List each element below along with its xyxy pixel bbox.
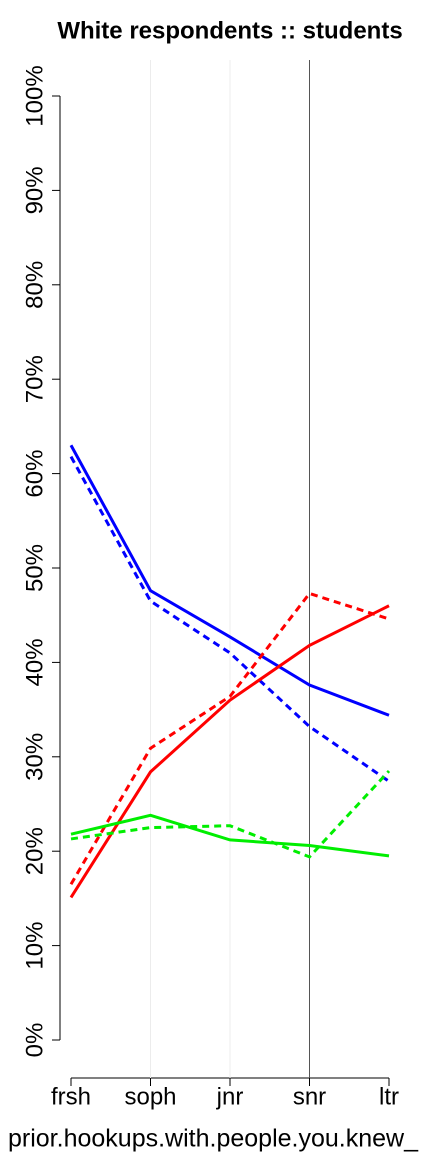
y-tick-label: 40% xyxy=(21,638,48,686)
y-tick-label: 20% xyxy=(21,827,48,875)
series-line xyxy=(69,455,390,783)
series-line xyxy=(69,604,390,899)
x-tick-label: snr xyxy=(293,1083,326,1110)
y-tick-label: 80% xyxy=(21,261,48,309)
chart-title: White respondents :: students xyxy=(57,17,402,44)
y-tick-label: 0% xyxy=(21,1023,48,1058)
x-tick-label: soph xyxy=(124,1083,176,1110)
series-line xyxy=(69,444,390,717)
x-axis-label: prior.hookups.with.people.you.knew_ xyxy=(8,1125,419,1152)
y-tick-label: 30% xyxy=(21,733,48,781)
series-line xyxy=(70,769,391,859)
y-tick-label: 50% xyxy=(21,544,48,592)
y-tick-label: 90% xyxy=(21,166,48,214)
x-tick-label: frsh xyxy=(51,1083,91,1110)
series-line xyxy=(69,591,390,885)
series-line xyxy=(70,813,390,858)
x-tick-label: jnr xyxy=(216,1083,244,1110)
y-tick-label: 100% xyxy=(21,65,48,126)
y-tick-label: 60% xyxy=(21,450,48,498)
y-tick-label: 70% xyxy=(21,355,48,403)
y-tick-label: 10% xyxy=(21,922,48,970)
x-tick-label: ltr xyxy=(379,1083,399,1110)
